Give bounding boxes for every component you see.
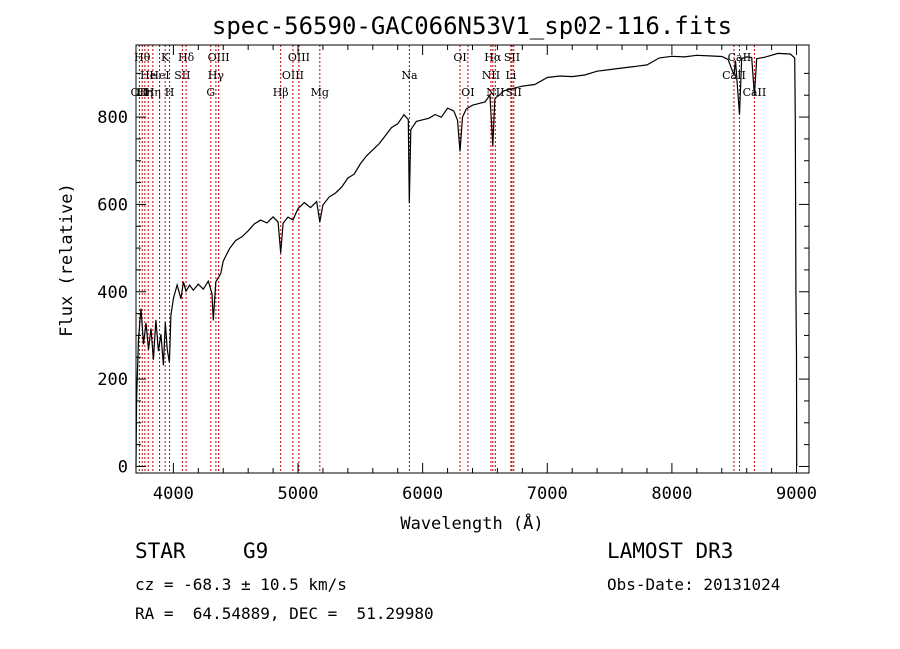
line-marker-label: G — [206, 86, 215, 99]
line-marker-label: Hη — [137, 86, 153, 99]
line-marker-label: He — [140, 69, 156, 82]
line-marker-label: OIII — [288, 51, 310, 64]
line-marker-label: OIII — [282, 69, 304, 82]
line-marker-label: CaII — [743, 86, 767, 99]
line-marker-label: Hη — [145, 86, 161, 99]
coordinates-text: RA = 64.54889, DEC = 51.29980 — [135, 604, 434, 623]
line-marker-label: OI — [461, 86, 474, 99]
line-marker-label: NII — [486, 86, 504, 99]
line-marker-label: Hα — [484, 51, 502, 64]
y-tick-label: 0 — [118, 457, 128, 477]
x-tick-label: 5000 — [278, 484, 319, 504]
line-marker-label: OIII — [208, 51, 230, 64]
survey-name: LAMOST DR3 — [607, 539, 734, 563]
line-marker-label: CaII — [722, 69, 746, 82]
object-class: STAR — [135, 539, 186, 563]
y-tick-label: 600 — [97, 195, 128, 215]
line-marker-group — [138, 45, 755, 473]
y-tick-label: 400 — [97, 283, 128, 303]
line-marker-label: Mg — [311, 86, 329, 99]
line-marker-label: Hθ — [134, 51, 151, 64]
line-marker-label: H — [165, 86, 175, 99]
x-axis: 4000 5000 6000 7000 8000 9000 — [153, 45, 817, 504]
line-marker-label: OII — [131, 86, 149, 99]
line-marker-label: NII — [482, 69, 500, 82]
x-tick-label: 9000 — [776, 484, 817, 504]
x-axis-label: Wavelength (Å) — [400, 512, 543, 534]
line-marker-label: Hβ — [273, 86, 289, 99]
y-tick-label: 800 — [97, 108, 128, 128]
y-axis: 0 200 400 600 800 — [97, 72, 809, 477]
line-marker-label: K — [161, 51, 170, 64]
line-marker-label: SII — [504, 51, 520, 64]
chart-title: spec-56590-GAC066N53V1_sp02-116.fits — [212, 12, 732, 40]
line-marker-label: HeI — [149, 69, 169, 82]
line-marker-label: Hγ — [208, 69, 225, 82]
line-marker-label: SII — [174, 69, 190, 82]
y-axis-label: Flux (relative) — [57, 183, 77, 337]
line-marker-label: OI — [453, 51, 466, 64]
line-marker-label: Na — [401, 69, 418, 82]
flux-series-line — [135, 52, 798, 467]
observation-date: Obs-Date: 20131024 — [607, 575, 781, 594]
x-tick-label: 8000 — [651, 484, 692, 504]
line-marker-label: Hδ — [178, 51, 195, 64]
x-tick-label: 4000 — [153, 484, 194, 504]
object-subclass: G9 — [243, 539, 269, 563]
y-tick-label: 200 — [97, 370, 128, 390]
plot-frame — [135, 44, 810, 474]
x-tick-label: 6000 — [402, 484, 443, 504]
line-marker-label: SII — [506, 86, 522, 99]
line-marker-label: CaII — [728, 51, 752, 64]
line-marker-labels: OII Hθ Hη He Hη HeI K H SII Hδ G Hγ OIII Hβ OIII OIII Mg… — [131, 51, 767, 99]
line-marker-label: Li — [505, 69, 516, 82]
redshift-text: cz = -68.3 ± 10.5 km/s — [135, 575, 347, 594]
x-tick-label: 7000 — [527, 484, 568, 504]
